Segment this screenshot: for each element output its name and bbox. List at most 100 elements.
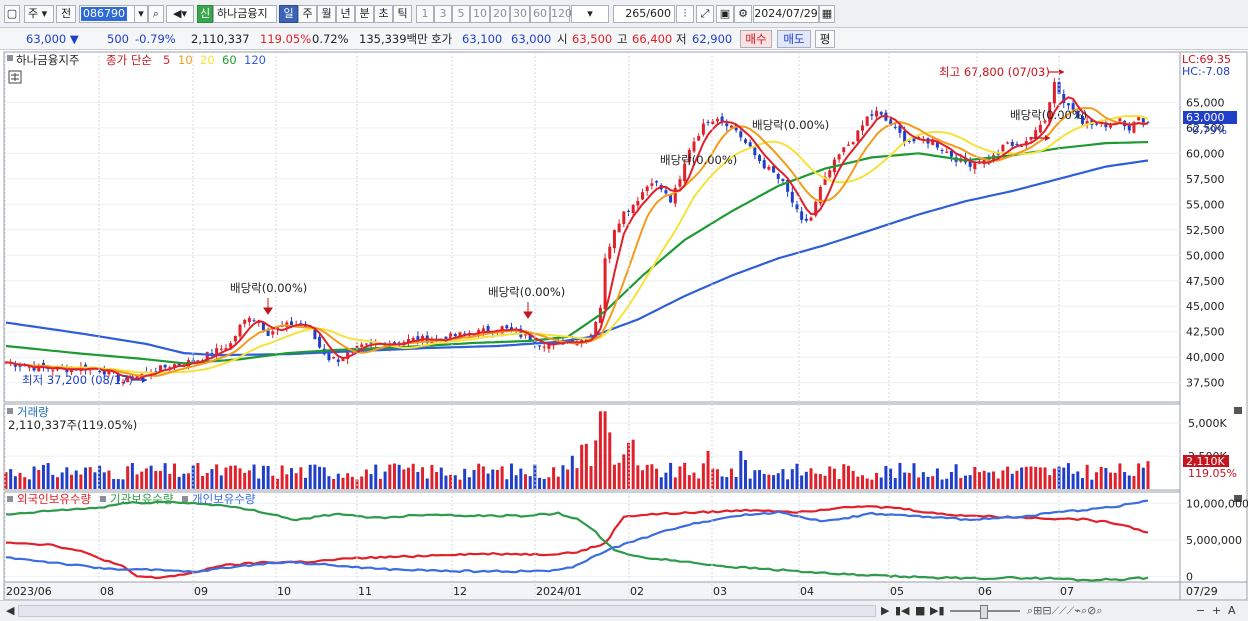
zoom-in-icon[interactable]: + bbox=[1212, 604, 1222, 617]
volume-bar bbox=[547, 477, 551, 489]
candle-body bbox=[856, 130, 860, 142]
volume-tag bbox=[1183, 455, 1229, 467]
candle-body bbox=[538, 345, 542, 347]
market-select[interactable]: 주 ▾ bbox=[24, 5, 54, 23]
sell-button[interactable]: 매도 bbox=[777, 30, 811, 48]
stock-name-field[interactable]: 하나금융지 bbox=[213, 5, 277, 23]
buy-button[interactable]: 매수 bbox=[740, 30, 772, 48]
code-dropdown-icon[interactable]: ▾ bbox=[134, 5, 148, 23]
price-tick-label: 45,000 bbox=[1186, 300, 1225, 313]
volume-bar bbox=[584, 443, 588, 489]
stop-icon[interactable]: ■ bbox=[915, 604, 926, 617]
price-panel-title: 하나금융지주 bbox=[16, 53, 79, 67]
interval-button-120[interactable]: 120 bbox=[550, 5, 572, 23]
panel-menu-icon[interactable] bbox=[7, 408, 13, 414]
dividend-annotation-4: 배당락(0.00%) bbox=[752, 118, 829, 132]
high-annotation: 최고 67,800 (07/03) bbox=[939, 65, 1050, 79]
candle-body bbox=[509, 327, 513, 331]
interval-button-20[interactable]: 20 bbox=[490, 5, 510, 23]
stock-chart[interactable]: 하나금융지주 종가 단순 5 10 20 60 120 최고 67,800 (07/03… bbox=[0, 50, 1248, 621]
custom-interval-input[interactable]: ▾ bbox=[571, 5, 609, 23]
stock-code-value: 086790 bbox=[81, 7, 127, 21]
candle-body bbox=[837, 154, 841, 160]
candle-body bbox=[631, 204, 635, 214]
jump-end-icon[interactable]: ▶▮ bbox=[930, 604, 945, 617]
ma-legend-label: 종가 단순 bbox=[106, 53, 152, 67]
volume-bar bbox=[842, 464, 846, 489]
data-count-total: /600 bbox=[646, 7, 671, 20]
date-input[interactable]: 2024/07/29 bbox=[753, 5, 819, 23]
jump-start-icon[interactable]: ▮◀ bbox=[895, 604, 910, 617]
price-panel[interactable] bbox=[3, 51, 1181, 403]
volume-bar bbox=[987, 472, 991, 489]
data-count-field[interactable]: 265/600 bbox=[613, 5, 675, 23]
candle-body bbox=[903, 131, 907, 143]
eval-button[interactable]: 평 bbox=[815, 30, 835, 48]
volume-bar bbox=[1123, 472, 1127, 489]
candle-body bbox=[650, 183, 654, 186]
speaker-icon[interactable]: ◀▾ bbox=[166, 5, 194, 23]
zoom-slider-handle[interactable] bbox=[980, 605, 988, 619]
volume-bar bbox=[781, 469, 785, 489]
chart-type-icon[interactable]: ⫶ bbox=[676, 5, 694, 23]
period-tab-2[interactable]: 월 bbox=[317, 5, 336, 23]
interval-button-30[interactable]: 30 bbox=[510, 5, 530, 23]
price-tick-label: 62,500 bbox=[1186, 122, 1225, 135]
auto-scale-icon[interactable]: A bbox=[1228, 604, 1236, 617]
zoom-out-icon[interactable]: − bbox=[1196, 604, 1206, 617]
scroll-track[interactable] bbox=[18, 605, 876, 617]
prev-button[interactable]: 전 bbox=[56, 5, 76, 23]
candle-body bbox=[327, 353, 331, 361]
panel-menu-icon[interactable] bbox=[7, 55, 13, 61]
volume-bars bbox=[4, 411, 1150, 489]
dividend-annotation-1: 배당락(0.00%) bbox=[230, 281, 307, 295]
candle-body bbox=[935, 142, 939, 148]
panel-close-icon[interactable] bbox=[1234, 407, 1242, 414]
volume-bar bbox=[982, 470, 986, 489]
volume-bar bbox=[261, 465, 265, 489]
volume-bar bbox=[683, 462, 687, 489]
save-icon[interactable]: ▣ bbox=[716, 5, 734, 23]
volume-bar bbox=[1062, 467, 1066, 489]
price-tick-label: 55,000 bbox=[1186, 198, 1225, 211]
period-tab-6[interactable]: 틱 bbox=[393, 5, 412, 23]
drawing-tools-icon[interactable]: ⌕⊞⊟⟋⟋⟋⌁⌕⊘⌕ bbox=[1027, 604, 1103, 617]
interval-button-5[interactable]: 5 bbox=[452, 5, 470, 23]
price-tick-label: 47,500 bbox=[1186, 275, 1225, 288]
volume-bar bbox=[832, 468, 836, 489]
period-tab-5[interactable]: 초 bbox=[374, 5, 393, 23]
candle-body bbox=[528, 332, 532, 342]
volume-bar bbox=[973, 466, 977, 489]
scroll-left-button[interactable]: ◀ bbox=[6, 604, 15, 617]
volume-bar bbox=[992, 471, 996, 489]
volume-bar bbox=[388, 464, 392, 489]
ma120-line bbox=[5, 159, 1149, 357]
interval-button-60[interactable]: 60 bbox=[530, 5, 550, 23]
gear-icon[interactable]: ⚙ bbox=[734, 5, 752, 23]
candle-body bbox=[720, 116, 724, 122]
candle-body bbox=[158, 365, 162, 371]
tool-icon[interactable]: ⤢ bbox=[696, 5, 714, 23]
candle-body bbox=[701, 123, 705, 135]
stock-code-input[interactable]: 086790 bbox=[79, 5, 135, 23]
search-icon[interactable]: ⌕ bbox=[148, 5, 164, 23]
chart-scrollbar[interactable]: ◀ ▶ ▮◀ ■ ▶▮ ⌕⊞⊟⟋⟋⟋⌁⌕⊘⌕ − + A bbox=[0, 600, 1248, 621]
period-tab-4[interactable]: 분 bbox=[355, 5, 374, 23]
candle-body bbox=[135, 376, 139, 380]
period-tab-0[interactable]: 일 bbox=[279, 5, 298, 23]
volume-bar bbox=[444, 475, 448, 489]
candle-body bbox=[664, 190, 668, 194]
window-menu-icon[interactable]: ▢ bbox=[4, 5, 20, 23]
interval-button-1[interactable]: 1 bbox=[416, 5, 434, 23]
panel-close-icon[interactable] bbox=[1234, 495, 1242, 502]
period-tab-3[interactable]: 년 bbox=[336, 5, 355, 23]
period-tab-1[interactable]: 주 bbox=[298, 5, 317, 23]
volume-bar bbox=[1052, 468, 1056, 489]
interval-button-3[interactable]: 3 bbox=[434, 5, 452, 23]
calendar-icon[interactable]: ▦ bbox=[819, 5, 835, 23]
market-label: 주 bbox=[28, 7, 39, 20]
scroll-right-button[interactable]: ▶ bbox=[881, 604, 890, 617]
holding-panel[interactable] bbox=[3, 491, 1181, 583]
interval-button-10[interactable]: 10 bbox=[470, 5, 490, 23]
volume-bar bbox=[664, 472, 668, 489]
